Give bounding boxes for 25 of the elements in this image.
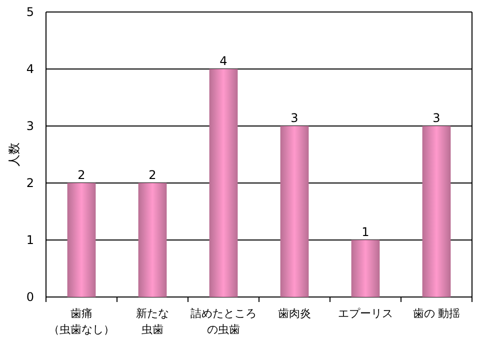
data-label: 2: [148, 168, 156, 182]
y-tick-label: 1: [26, 233, 34, 247]
y-tick-label: 3: [26, 119, 34, 133]
data-label: 1: [362, 225, 370, 239]
y-tick-label: 5: [26, 5, 34, 19]
data-label: 4: [220, 54, 228, 68]
x-tick-label: エプーリス: [338, 307, 393, 320]
x-tick-label: 新たな虫歯: [136, 307, 169, 336]
x-tick-label: 詰めたところの虫歯: [190, 307, 256, 336]
bar: [209, 69, 238, 297]
y-tick-label: 2: [26, 176, 34, 190]
x-tick-label: 歯痛（虫歯なし）: [48, 307, 114, 336]
bar: [422, 126, 451, 297]
data-label: 3: [432, 111, 440, 125]
x-tick-label: 歯肉炎: [278, 307, 311, 320]
data-label: 2: [78, 168, 86, 182]
y-axis-title: 人数: [7, 142, 21, 166]
bar: [280, 126, 309, 297]
bar: [67, 183, 96, 297]
y-tick-label: 4: [26, 62, 34, 76]
y-tick-label: 0: [26, 290, 34, 304]
x-tick-label: 歯の 動揺: [412, 307, 460, 320]
bar: [351, 240, 380, 297]
bar: [138, 183, 167, 297]
data-label: 3: [290, 111, 298, 125]
